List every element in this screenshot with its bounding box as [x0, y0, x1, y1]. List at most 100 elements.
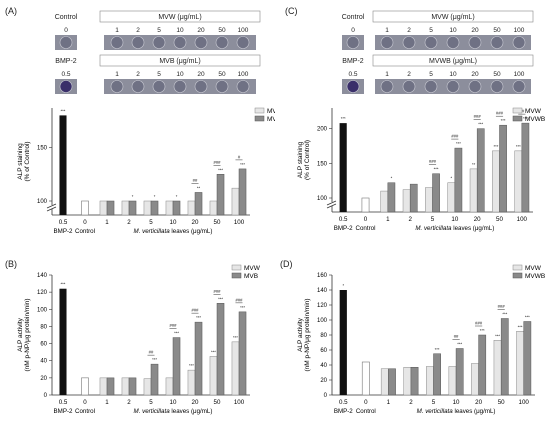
well [194, 36, 208, 49]
x-tick-label: 5 [432, 399, 436, 406]
well [402, 36, 416, 49]
x-tick-label: 2 [127, 219, 131, 226]
sig-star: *** [218, 296, 223, 301]
bar-mvb [238, 168, 247, 216]
well [236, 36, 250, 49]
x-tick-label: 2 [408, 216, 412, 223]
c-treat2-wells [380, 80, 526, 93]
y-tick-label: 150 [37, 146, 48, 152]
x-group-label-bmp2: BMP-2 [334, 408, 353, 415]
legend-label: MVW [267, 108, 275, 115]
x-tick-label: 0 [364, 216, 368, 223]
x-group-label-bmp2: BMP-2 [54, 228, 73, 235]
bar-mvb [150, 200, 159, 216]
bar-bmp2 [59, 288, 67, 395]
c-t2-dose: 10 [449, 71, 457, 78]
x-group-label-control: Control [356, 408, 376, 415]
bar-mvw [187, 200, 196, 216]
bar-mvw [187, 369, 196, 396]
bar-mvb [172, 200, 181, 216]
bar-mvw [143, 378, 152, 396]
bar-mvw [426, 366, 434, 396]
well [512, 80, 526, 93]
bar-mvwb [499, 124, 507, 213]
x-tick-label: 5 [431, 216, 435, 223]
sig-hash: ### [429, 159, 437, 164]
sig-star: *** [435, 347, 440, 352]
legend-label: MVWB [525, 116, 545, 123]
y-tick-label: 100 [37, 307, 48, 313]
c-treat2-doses: 1 2 5 10 20 50 100 [385, 71, 525, 78]
bmp-star: * [342, 283, 344, 288]
x-tick-label: 50 [498, 399, 505, 406]
sig-star: *** [152, 357, 157, 362]
a-treat1-wells [110, 36, 250, 49]
legend-label: MVWB [525, 273, 545, 280]
sig-hash: ### [474, 114, 482, 119]
x-group-label-control: Control [356, 225, 376, 232]
c-t2-dose: 1 [385, 71, 389, 78]
x-tick-label: 0 [364, 399, 368, 406]
y-tick-label: 150 [317, 161, 328, 167]
bar-mvw [493, 340, 502, 396]
bar-control [361, 361, 370, 396]
y-tick-label: 0 [44, 393, 48, 399]
bar-control [81, 377, 89, 396]
sig-star: *** [518, 324, 523, 329]
sig-star: * [132, 194, 134, 199]
c-t1-dose: 100 [514, 27, 525, 34]
y-tick-label: 0 [324, 393, 328, 399]
sig-star: *** [196, 315, 201, 320]
y-tick-label: 100 [317, 318, 328, 324]
sig-star: *** [240, 162, 245, 167]
panel-a-label: (A) [5, 6, 17, 16]
bar-mvw [99, 200, 108, 216]
bar-bmp2 [339, 123, 347, 212]
well [402, 80, 416, 93]
x-tick-label: 0.5 [339, 216, 348, 223]
y-tick-label: 40 [40, 359, 47, 365]
legend-label: MVB [244, 273, 258, 280]
well [110, 80, 124, 93]
bar-mvwb [387, 182, 396, 213]
bar-bmp2 [59, 115, 67, 215]
x-tick-label: 10 [170, 219, 177, 226]
sig-star: *** [434, 167, 439, 172]
bar-mvwb [433, 353, 441, 396]
well [194, 80, 208, 93]
sig-hash: ### [496, 111, 504, 116]
bar-mvw [447, 182, 456, 213]
sig-hash: ### [170, 323, 178, 328]
well [131, 36, 145, 49]
x-tick-label: 50 [214, 219, 221, 226]
x-tick-label: 5 [149, 399, 153, 406]
bmp-star: *** [61, 282, 66, 287]
c-t2-dose: 50 [493, 71, 501, 78]
bar-control [81, 200, 89, 216]
bar-mvw [380, 368, 389, 396]
sig-star: *** [495, 333, 500, 338]
bar-mvb [172, 337, 181, 396]
c-t1-dose: 5 [429, 27, 433, 34]
a-treat1-header-box [99, 10, 261, 23]
bar-mvw [471, 363, 479, 396]
sig-hash: ### [236, 297, 244, 302]
y-tick-label: 100 [37, 199, 48, 205]
bar-mvw [209, 200, 218, 216]
bar-mvwb [478, 334, 487, 396]
bar-mvb [106, 200, 115, 216]
a-t1-dose: 5 [157, 27, 161, 34]
bar-mvw [514, 150, 523, 213]
c-t1-dose: 2 [407, 27, 411, 34]
a-treat2-header: MVB (μg/mL) [159, 58, 200, 65]
bar-mvw [121, 200, 130, 216]
bar-mvw [231, 341, 240, 396]
c-t2-dose: 20 [471, 71, 479, 78]
legend-swatch-mvb [254, 115, 265, 122]
axis-break-gap [47, 205, 57, 209]
bar-mvwb [500, 318, 509, 396]
sig-star: *** [189, 363, 194, 368]
y-axis-label: ALP staining(% of Control) [17, 141, 31, 181]
